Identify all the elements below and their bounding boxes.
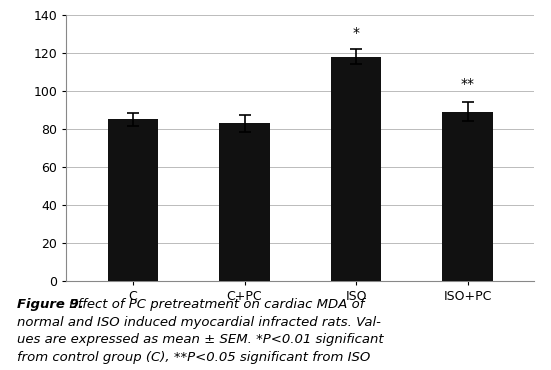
Text: Figure 9.: Figure 9. [17, 298, 83, 311]
Bar [331, 57, 381, 281]
Text: Effect of PC pretreatment on cardiac MDA of: Effect of PC pretreatment on cardiac MDA… [64, 298, 364, 311]
Bar [219, 123, 269, 281]
Text: normal and ISO induced myocardial infracted rats. Val-: normal and ISO induced myocardial infrac… [17, 316, 380, 329]
Text: **: ** [461, 77, 474, 91]
Bar [108, 120, 158, 281]
Bar [442, 112, 493, 281]
Text: from control group (C), **P<0.05 significant from ISO: from control group (C), **P<0.05 signifi… [17, 351, 370, 364]
Text: group.n=10: group.n=10 [17, 369, 96, 370]
Text: ues are expressed as mean ± SEM. *P<0.01 significant: ues are expressed as mean ± SEM. *P<0.01… [17, 333, 383, 346]
Text: *: * [353, 26, 360, 40]
